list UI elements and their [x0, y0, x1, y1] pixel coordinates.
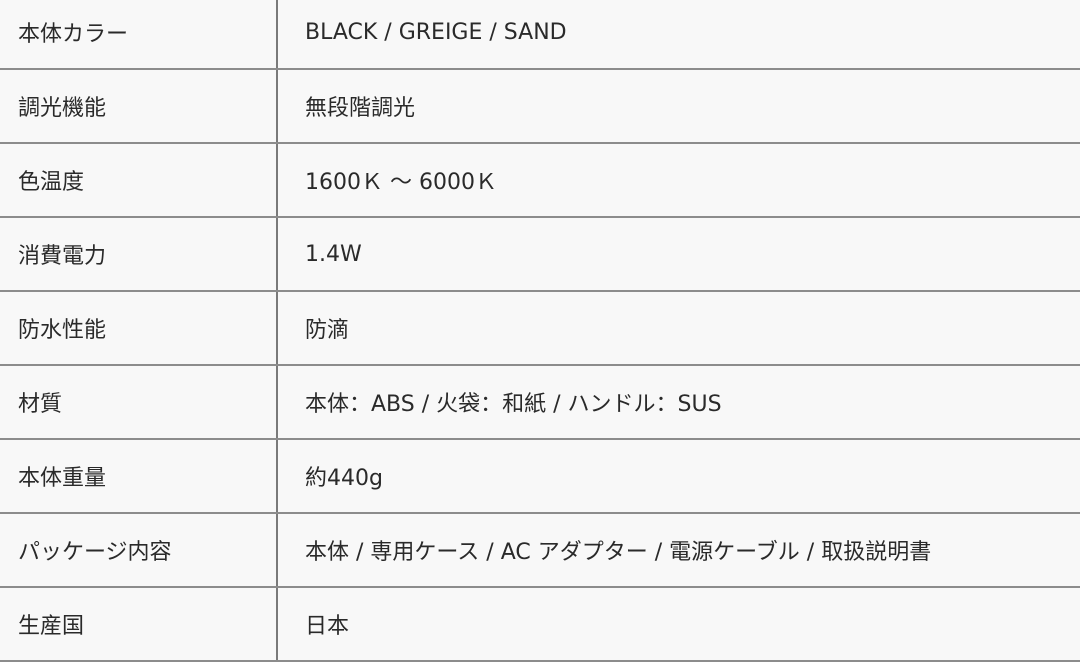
spec-row: 本体カラー BLACK / GREIGE / SAND [0, 0, 1080, 70]
spec-row: 材質 本体：ABS / 火袋：和紙 / ハンドル：SUS [0, 364, 1080, 440]
spec-label: 材質 [0, 364, 278, 440]
spec-value: BLACK / GREIGE / SAND [277, 0, 1080, 70]
spec-row: 調光機能 無段階調光 [0, 68, 1080, 144]
spec-row: 消費電力 1.4W [0, 216, 1080, 292]
spec-label: 本体カラー [0, 0, 278, 70]
spec-label: 調光機能 [0, 68, 278, 144]
spec-row: 本体重量 約440g [0, 438, 1080, 514]
spec-label: パッケージ内容 [0, 512, 278, 588]
spec-value: 防滴 [277, 290, 1080, 366]
spec-value: 1600Ｋ 〜 6000Ｋ [277, 142, 1080, 218]
spec-value: 無段階調光 [277, 68, 1080, 144]
spec-row: 防水性能 防滴 [0, 290, 1080, 366]
spec-row: 生産国 日本 [0, 586, 1080, 662]
spec-label: 生産国 [0, 586, 278, 662]
spec-value: 本体：ABS / 火袋：和紙 / ハンドル：SUS [277, 364, 1080, 440]
spec-row: 色温度 1600Ｋ 〜 6000Ｋ [0, 142, 1080, 218]
spec-label: 色温度 [0, 142, 278, 218]
spec-label: 消費電力 [0, 216, 278, 292]
spec-label: 本体重量 [0, 438, 278, 514]
spec-value: 日本 [277, 586, 1080, 662]
spec-label: 防水性能 [0, 290, 278, 366]
spec-row: パッケージ内容 本体 / 専用ケース / AC アダプター / 電源ケーブル / … [0, 512, 1080, 588]
spec-value: 約440g [277, 438, 1080, 514]
spec-value: 1.4W [277, 216, 1080, 292]
spec-value: 本体 / 専用ケース / AC アダプター / 電源ケーブル / 取扱説明書 [277, 512, 1080, 588]
